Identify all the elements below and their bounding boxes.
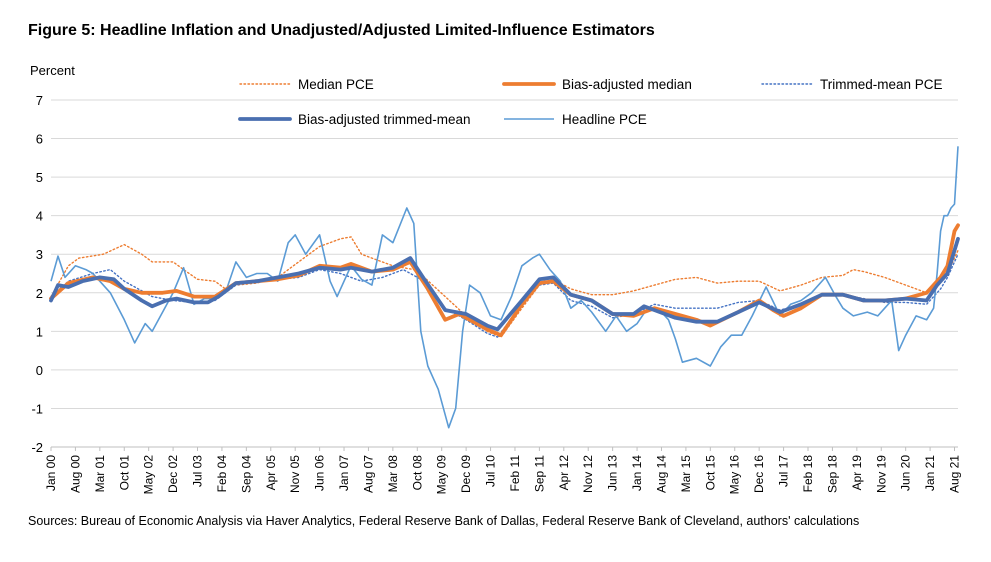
x-tick-label: Feb 18 bbox=[801, 455, 815, 493]
x-tick-label: Jul 17 bbox=[777, 455, 791, 487]
x-tick-label: May 16 bbox=[728, 455, 742, 495]
x-tick-label: Jun 06 bbox=[313, 455, 327, 491]
y-tick-label: 0 bbox=[36, 363, 43, 378]
figure-title: Figure 5: Headline Inflation and Unadjus… bbox=[28, 22, 655, 39]
y-tick-label: -2 bbox=[31, 440, 43, 455]
x-tick-label: Apr 19 bbox=[850, 455, 864, 491]
x-tick-label: Dec 16 bbox=[752, 455, 766, 493]
y-tick-label: 2 bbox=[36, 286, 43, 301]
legend-label-bias-median: Bias-adjusted median bbox=[562, 77, 692, 92]
x-tick-label: Oct 15 bbox=[703, 455, 717, 491]
y-tick-label: -1 bbox=[31, 401, 43, 416]
x-tick-label: Jan 07 bbox=[337, 455, 351, 491]
x-tick-label: Sep 04 bbox=[239, 455, 253, 493]
x-tick-label: Nov 05 bbox=[288, 455, 302, 493]
series-lines bbox=[49, 146, 960, 429]
x-tick-label: Jul 03 bbox=[191, 455, 205, 487]
y-tick-label: 3 bbox=[36, 247, 43, 262]
x-tick-label: Mar 01 bbox=[93, 455, 107, 493]
x-tick-label: Dec 09 bbox=[459, 455, 473, 493]
x-tick-label: Oct 01 bbox=[117, 455, 131, 491]
x-tick-label: Aug 21 bbox=[948, 455, 962, 493]
x-tick-label: Nov 19 bbox=[874, 455, 888, 493]
x-tick-label: Aug 14 bbox=[654, 455, 668, 493]
x-tick-label: Mar 15 bbox=[679, 455, 693, 493]
source-note: Sources: Bureau of Economic Analysis via… bbox=[28, 514, 860, 528]
x-tick-label: Apr 12 bbox=[557, 455, 571, 491]
x-tick-label: Jun 13 bbox=[606, 455, 620, 491]
x-tick-label: Nov 12 bbox=[581, 455, 595, 493]
x-tick-label: Jun 20 bbox=[899, 455, 913, 491]
chart-canvas: Percent -2 -1 0 1 2 3 4 5 6 7 Jan 00 Aug 00 Mar 01 O… bbox=[30, 63, 962, 494]
x-tick-label: May 02 bbox=[142, 455, 156, 495]
x-axis-ticks: Jan 00 Aug 00 Mar 01 Oct 01 May 02 Dec 02 Jul … bbox=[44, 447, 962, 494]
x-tick-label: Dec 02 bbox=[166, 455, 180, 493]
series-line-headline bbox=[50, 146, 959, 429]
x-tick-label: Aug 00 bbox=[68, 455, 82, 493]
y-tick-label: 4 bbox=[36, 209, 43, 224]
x-tick-label: Sep 11 bbox=[532, 455, 546, 492]
x-tick-label: Jul 10 bbox=[484, 455, 498, 487]
x-tick-label: Feb 11 bbox=[508, 455, 522, 492]
x-tick-label: Feb 04 bbox=[215, 455, 229, 493]
x-tick-label: Sep 18 bbox=[825, 455, 839, 493]
y-tick-label: 1 bbox=[36, 324, 43, 339]
x-tick-label: Oct 08 bbox=[410, 455, 424, 491]
y-tick-label: 7 bbox=[36, 93, 43, 108]
y-axis-ticks: -2 -1 0 1 2 3 4 5 6 7 bbox=[31, 93, 43, 455]
x-tick-label: Jan 00 bbox=[44, 455, 58, 491]
x-tick-label: Aug 07 bbox=[361, 455, 375, 493]
legend-label-bias-trimmed: Bias-adjusted trimmed-mean bbox=[298, 112, 471, 127]
x-tick-label: Jan 21 bbox=[923, 455, 937, 491]
y-axis-label: Percent bbox=[30, 63, 75, 78]
legend: Median PCE Bias-adjusted median Trimmed-me… bbox=[238, 77, 943, 127]
series-line-bias-trimmed bbox=[49, 236, 960, 332]
legend-label-median: Median PCE bbox=[298, 77, 374, 92]
x-tick-label: Mar 08 bbox=[386, 455, 400, 493]
x-tick-label: Jan 14 bbox=[630, 455, 644, 491]
x-tick-label: Apr 05 bbox=[264, 455, 278, 491]
y-tick-label: 5 bbox=[36, 170, 43, 185]
gridlines bbox=[51, 99, 958, 448]
legend-label-trimmed: Trimmed-mean PCE bbox=[820, 77, 943, 92]
y-tick-label: 6 bbox=[36, 132, 43, 147]
x-tick-label: May 09 bbox=[435, 455, 449, 495]
legend-label-headline: Headline PCE bbox=[562, 112, 647, 127]
